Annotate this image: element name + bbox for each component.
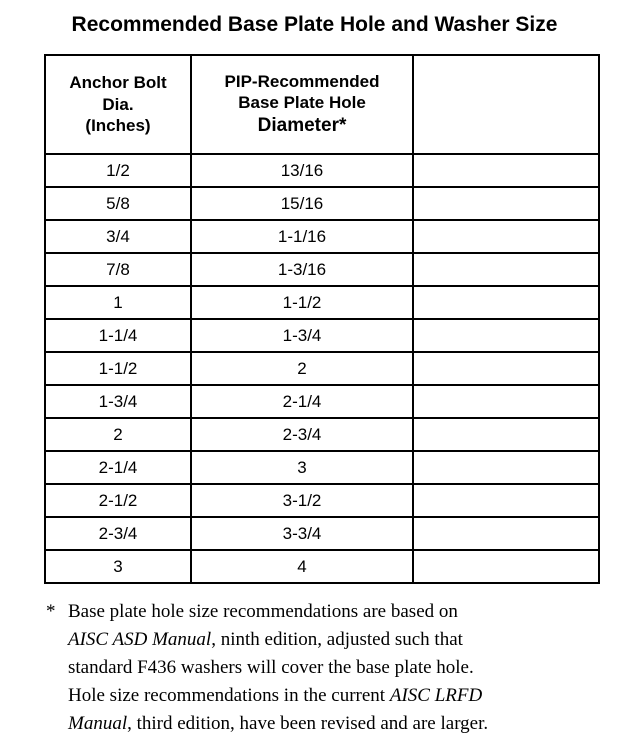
empty-cell [412,351,600,386]
hole-diameter-cell: 1-3/4 [190,318,414,353]
anchor-bolt-dia-cell: 1-1/4 [44,318,192,353]
empty-cell [412,219,600,254]
anchor-bolt-dia-cell: 2 [44,417,192,452]
hole-diameter-cell: 2-1/4 [190,384,414,419]
base-plate-hole-size-table: Anchor Bolt Dia. (Inches) PIP-Recommende… [44,54,600,584]
table-row: 3 4 [44,549,600,584]
empty-cell [412,483,600,518]
header-line: (Inches) [85,116,151,136]
anchor-bolt-dia-cell: 1 [44,285,192,320]
document-page: Recommended Base Plate Hole and Washer S… [0,13,629,755]
hole-diameter-cell: 2 [190,351,414,386]
hole-diameter-cell: 1-3/16 [190,252,414,287]
footnote-segment: , third edition, have been revised and a… [127,713,489,734]
hole-diameter-cell: 3-3/4 [190,516,414,551]
empty-cell [412,186,600,221]
anchor-bolt-dia-cell: 1-3/4 [44,384,192,419]
anchor-bolt-dia-cell: 7/8 [44,252,192,287]
table-row: 3/4 1-1/16 [44,219,600,254]
table-row: 1-1/2 2 [44,351,600,386]
empty-cell [412,384,600,419]
table-row: 1/2 13/16 [44,153,600,188]
empty-cell [412,252,600,287]
table-row: 1 1-1/2 [44,285,600,320]
table-row: 7/8 1-3/16 [44,252,600,287]
anchor-bolt-dia-cell: 3 [44,549,192,584]
anchor-bolt-dia-cell: 5/8 [44,186,192,221]
header-line: Anchor Bolt [69,72,167,92]
hole-diameter-cell: 15/16 [190,186,414,221]
footnote-text: Base plate hole size recommendations are… [68,598,596,738]
footnote-segment: Base plate hole size recommendations are… [68,601,458,622]
footnote-segment-italic: AISC ASD Manual [68,629,212,650]
footnote-segment-italic: Manual [68,713,128,734]
anchor-bolt-dia-cell: 2-1/4 [44,450,192,485]
table-row: 1-3/4 2-1/4 [44,384,600,419]
empty-cell [412,285,600,320]
anchor-bolt-dia-cell: 2-3/4 [44,516,192,551]
empty-cell [412,153,600,188]
header-anchor-bolt-dia: Anchor Bolt Dia. (Inches) [44,54,192,155]
footnote-segment: standard F436 washers will cover the bas… [68,657,474,678]
table-row: 2-1/4 3 [44,450,600,485]
anchor-bolt-dia-cell: 1-1/2 [44,351,192,386]
table-row: 2-1/2 3-1/2 [44,483,600,518]
table-row: 2 2-3/4 [44,417,600,452]
hole-diameter-cell: 2-3/4 [190,417,414,452]
hole-diameter-cell: 4 [190,549,414,584]
header-empty-column [412,54,600,155]
anchor-bolt-dia-cell: 3/4 [44,219,192,254]
anchor-bolt-dia-cell: 2-1/2 [44,483,192,518]
footnote-line: Base plate hole size recommendations are… [68,601,488,734]
anchor-bolt-dia-cell: 1/2 [44,153,192,188]
hole-diameter-cell: 1-1/16 [190,219,414,254]
hole-diameter-cell: 3 [190,450,414,485]
header-line: Dia. [102,94,134,114]
table-header-row: Anchor Bolt Dia. (Inches) PIP-Recommende… [44,54,600,155]
empty-cell [412,417,600,452]
footnote-segment: , ninth edition, adjusted such that [211,629,463,650]
empty-cell [412,318,600,353]
empty-cell [412,516,600,551]
header-pip-recommended-hole-diameter: PIP-Recommended Base Plate Hole Diameter… [190,54,414,155]
hole-diameter-cell: 1-1/2 [190,285,414,320]
hole-diameter-cell: 13/16 [190,153,414,188]
hole-diameter-cell: 3-1/2 [190,483,414,518]
header-line: Diameter* [257,115,347,137]
table-row: 5/8 15/16 [44,186,600,221]
footnote-segment: Hole size recommendations in the current [68,685,390,706]
footnote-asterisk-marker: * [46,601,56,622]
empty-cell [412,549,600,584]
footnote: * Base plate hole size recommendations a… [46,598,596,738]
header-line: Base Plate Hole [238,93,366,113]
header-line: PIP-Recommended [224,71,380,91]
page-title: Recommended Base Plate Hole and Washer S… [71,13,558,36]
footnote-segment-italic: AISC LRFD [389,685,483,706]
table-row: 1-1/4 1-3/4 [44,318,600,353]
empty-cell [412,450,600,485]
table-row: 2-3/4 3-3/4 [44,516,600,551]
